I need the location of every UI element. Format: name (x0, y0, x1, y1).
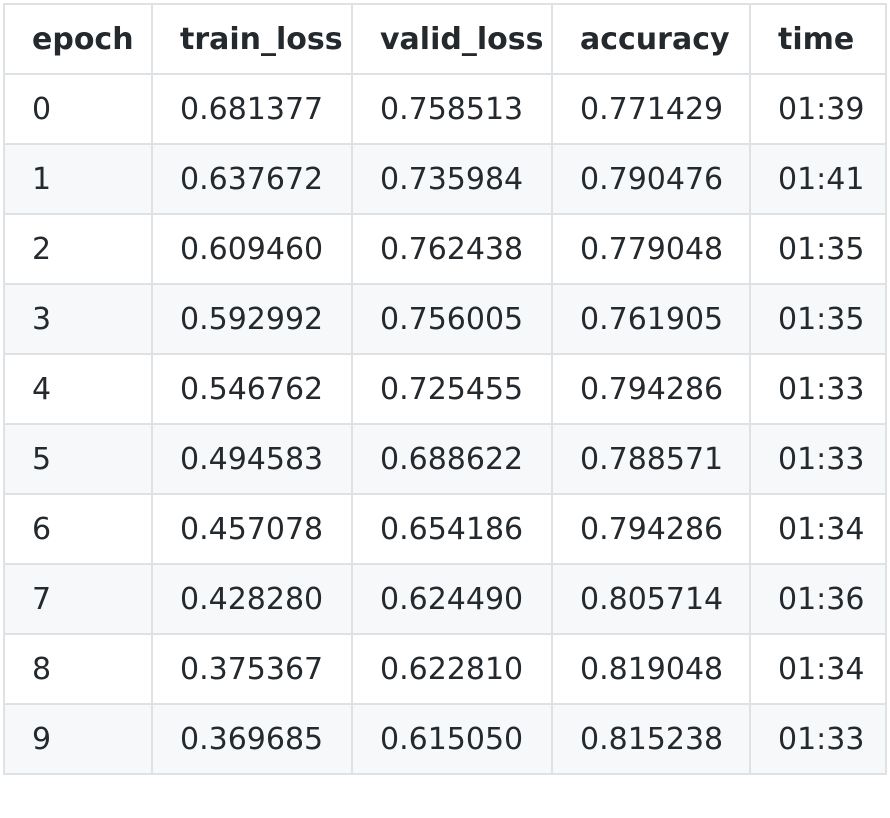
cell-train-loss: 0.681377 (151, 73, 353, 145)
header-row: epoch train_loss valid_loss accuracy tim… (3, 3, 887, 75)
cell-epoch: 4 (3, 353, 153, 425)
cell-epoch: 8 (3, 633, 153, 705)
cell-time: 01:41 (749, 143, 887, 215)
cell-time: 01:36 (749, 563, 887, 635)
cell-epoch: 3 (3, 283, 153, 355)
cell-valid-loss: 0.725455 (351, 353, 553, 425)
cell-accuracy: 0.815238 (551, 703, 751, 775)
cell-epoch: 9 (3, 703, 153, 775)
cell-train-loss: 0.375367 (151, 633, 353, 705)
table-row: 2 0.609460 0.762438 0.779048 01:35 (3, 213, 887, 285)
cell-valid-loss: 0.622810 (351, 633, 553, 705)
cell-epoch: 6 (3, 493, 153, 565)
header-accuracy: accuracy (551, 3, 751, 75)
cell-accuracy: 0.794286 (551, 493, 751, 565)
cell-epoch: 7 (3, 563, 153, 635)
cell-time: 01:39 (749, 73, 887, 145)
cell-time: 01:34 (749, 633, 887, 705)
cell-time: 01:35 (749, 213, 887, 285)
table-row: 3 0.592992 0.756005 0.761905 01:35 (3, 283, 887, 355)
cell-accuracy: 0.790476 (551, 143, 751, 215)
cell-accuracy: 0.788571 (551, 423, 751, 495)
cell-train-loss: 0.592992 (151, 283, 353, 355)
cell-train-loss: 0.546762 (151, 353, 353, 425)
cell-epoch: 1 (3, 143, 153, 215)
training-results-table: epoch train_loss valid_loss accuracy tim… (3, 3, 887, 775)
header-train-loss: train_loss (151, 3, 353, 75)
cell-train-loss: 0.369685 (151, 703, 353, 775)
cell-train-loss: 0.457078 (151, 493, 353, 565)
cell-accuracy: 0.819048 (551, 633, 751, 705)
cell-accuracy: 0.805714 (551, 563, 751, 635)
table-row: 0 0.681377 0.758513 0.771429 01:39 (3, 73, 887, 145)
header-time: time (749, 3, 887, 75)
cell-train-loss: 0.609460 (151, 213, 353, 285)
cell-accuracy: 0.771429 (551, 73, 751, 145)
cell-valid-loss: 0.654186 (351, 493, 553, 565)
header-epoch: epoch (3, 3, 153, 75)
cell-valid-loss: 0.615050 (351, 703, 553, 775)
cell-time: 01:33 (749, 353, 887, 425)
cell-epoch: 2 (3, 213, 153, 285)
cell-train-loss: 0.637672 (151, 143, 353, 215)
cell-epoch: 5 (3, 423, 153, 495)
cell-valid-loss: 0.735984 (351, 143, 553, 215)
header-valid-loss: valid_loss (351, 3, 553, 75)
cell-time: 01:34 (749, 493, 887, 565)
cell-train-loss: 0.428280 (151, 563, 353, 635)
cell-time: 01:35 (749, 283, 887, 355)
table-header: epoch train_loss valid_loss accuracy tim… (3, 3, 887, 75)
cell-valid-loss: 0.758513 (351, 73, 553, 145)
table-row: 1 0.637672 0.735984 0.790476 01:41 (3, 143, 887, 215)
cell-valid-loss: 0.688622 (351, 423, 553, 495)
cell-time: 01:33 (749, 423, 887, 495)
training-results-table-container: epoch train_loss valid_loss accuracy tim… (3, 3, 887, 775)
table-row: 5 0.494583 0.688622 0.788571 01:33 (3, 423, 887, 495)
table-row: 8 0.375367 0.622810 0.819048 01:34 (3, 633, 887, 705)
table-row: 6 0.457078 0.654186 0.794286 01:34 (3, 493, 887, 565)
table-row: 4 0.546762 0.725455 0.794286 01:33 (3, 353, 887, 425)
cell-valid-loss: 0.762438 (351, 213, 553, 285)
cell-train-loss: 0.494583 (151, 423, 353, 495)
cell-epoch: 0 (3, 73, 153, 145)
cell-accuracy: 0.779048 (551, 213, 751, 285)
cell-accuracy: 0.761905 (551, 283, 751, 355)
cell-valid-loss: 0.756005 (351, 283, 553, 355)
cell-accuracy: 0.794286 (551, 353, 751, 425)
table-row: 7 0.428280 0.624490 0.805714 01:36 (3, 563, 887, 635)
cell-time: 01:33 (749, 703, 887, 775)
cell-valid-loss: 0.624490 (351, 563, 553, 635)
table-body: 0 0.681377 0.758513 0.771429 01:39 1 0.6… (3, 73, 887, 775)
table-row: 9 0.369685 0.615050 0.815238 01:33 (3, 703, 887, 775)
